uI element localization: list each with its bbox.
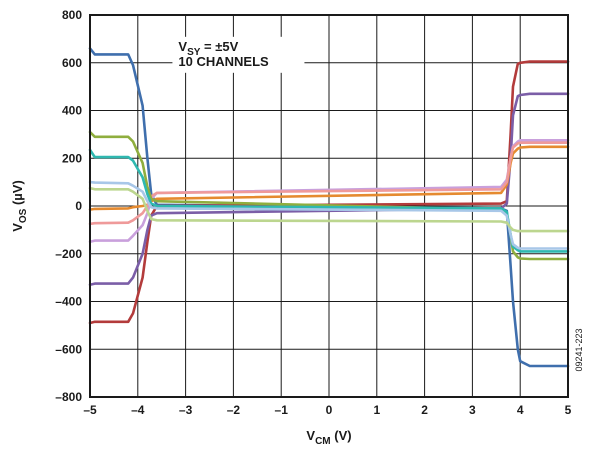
y-axis-label: VOS (µV): [10, 180, 29, 232]
y-axis-label-main: V: [10, 223, 25, 232]
x-tick-label: 3: [469, 403, 476, 417]
x-axis-label-main: V: [306, 428, 315, 443]
x-tick-label: 0: [326, 403, 333, 417]
x-tick-label: –3: [179, 403, 193, 417]
x-tick-label: 4: [517, 403, 524, 417]
annotation-supply-main: V: [178, 39, 187, 54]
x-axis-label: VCM (V): [306, 428, 351, 447]
x-tick-label: –4: [131, 403, 145, 417]
annotation-supply: VSY = ±5V: [178, 39, 238, 58]
y-axis-label-sub: OS: [18, 208, 29, 223]
x-axis-label-tail: (V): [331, 428, 352, 443]
x-tick-label: 1: [373, 403, 380, 417]
y-tick-label: 800: [62, 8, 82, 22]
y-tick-label: 0: [75, 199, 82, 213]
series-line-5: [88, 145, 570, 211]
y-tick-label: 400: [62, 104, 82, 118]
x-tick-label: –2: [227, 403, 241, 417]
x-tick-label: 5: [565, 403, 572, 417]
x-tick-label: –1: [275, 403, 289, 417]
y-tick-label: 600: [62, 56, 82, 70]
y-tick-label: –600: [55, 342, 82, 356]
annotation-background: [172, 36, 305, 73]
series-line-8: [88, 148, 570, 253]
annotation-channels: 10 CHANNELS: [178, 54, 269, 69]
series-line-10: [88, 186, 570, 233]
annotation-supply-tail: = ±5V: [200, 39, 238, 54]
annotation-supply-sub: SY: [187, 47, 201, 58]
y-tick-label: –400: [55, 295, 82, 309]
plot-frame: [89, 14, 569, 398]
y-tick-label: –800: [55, 390, 82, 404]
x-axis-label-sub: CM: [315, 436, 331, 447]
series-line-7: [88, 130, 570, 261]
y-tick-labels: –800 –600 –400 –200 0 200 400 600 800: [55, 8, 82, 404]
figure-code: 09241-223: [574, 328, 584, 371]
series-layer: [88, 47, 570, 368]
series-line-9: [88, 180, 570, 250]
y-tick-label: –200: [55, 247, 82, 261]
x-tick-labels: –5 –4 –3 –2 –1 0 1 2 3 4 5: [83, 403, 571, 417]
y-tick-label: 200: [62, 151, 82, 165]
series-line-6: [88, 141, 570, 226]
x-tick-label: –5: [83, 403, 97, 417]
grid: [90, 15, 568, 397]
x-tick-label: 2: [421, 403, 428, 417]
y-axis-label-tail: (µV): [10, 180, 25, 208]
